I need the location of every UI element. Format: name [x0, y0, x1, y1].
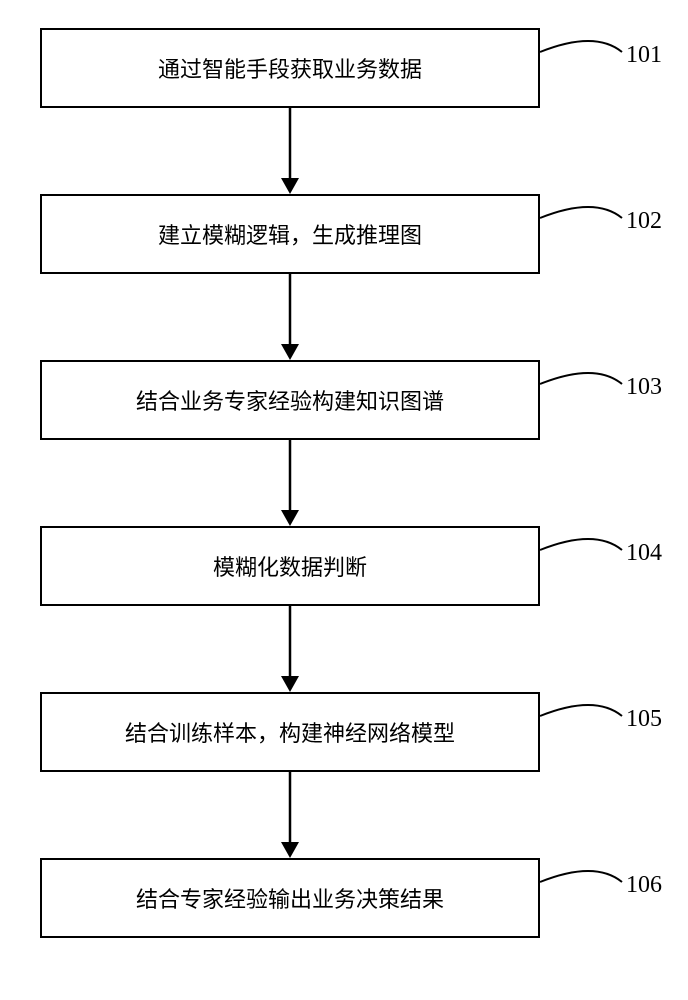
step-number-102: 102	[626, 208, 662, 235]
step-number-105: 105	[626, 706, 662, 733]
flow-box-102-label: 建立模糊逻辑，生成推理图	[158, 218, 422, 250]
step-number-106: 106	[626, 872, 662, 899]
flow-box-104: 模糊化数据判断	[40, 526, 540, 606]
flow-box-106: 结合专家经验输出业务决策结果	[40, 858, 540, 938]
flowchart-svg-overlay	[0, 0, 688, 1000]
flow-box-103-label: 结合业务专家经验构建知识图谱	[136, 384, 444, 416]
flow-box-101: 通过智能手段获取业务数据	[40, 28, 540, 108]
flowchart-canvas: 通过智能手段获取业务数据 建立模糊逻辑，生成推理图 结合业务专家经验构建知识图谱…	[0, 0, 688, 1000]
step-number-103: 103	[626, 374, 662, 401]
flow-box-105-label: 结合训练样本，构建神经网络模型	[125, 716, 455, 748]
flow-box-106-label: 结合专家经验输出业务决策结果	[136, 882, 444, 914]
flow-box-104-label: 模糊化数据判断	[213, 550, 367, 582]
step-number-101: 101	[626, 42, 662, 69]
flow-box-105: 结合训练样本，构建神经网络模型	[40, 692, 540, 772]
flow-box-101-label: 通过智能手段获取业务数据	[158, 52, 422, 84]
step-number-104: 104	[626, 540, 662, 567]
flow-box-103: 结合业务专家经验构建知识图谱	[40, 360, 540, 440]
flow-box-102: 建立模糊逻辑，生成推理图	[40, 194, 540, 274]
